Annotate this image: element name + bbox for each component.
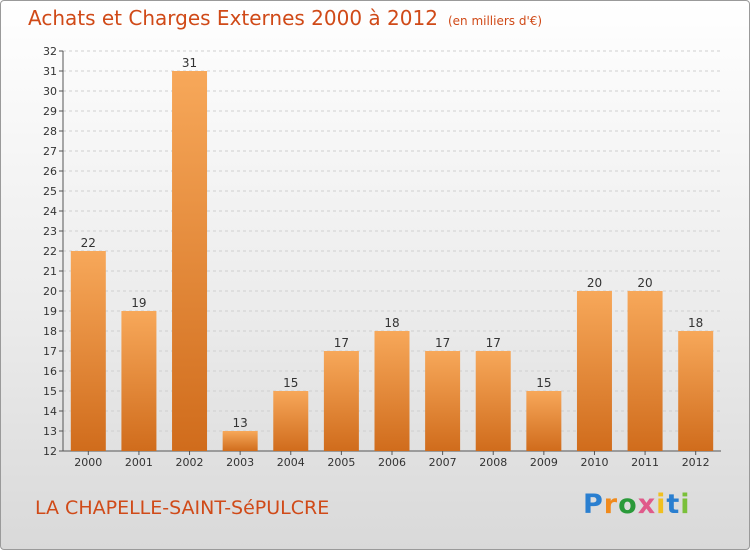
x-tick-label: 2005 [327,456,355,469]
unit-label: (en milliers d'€) [447,14,543,28]
data-label: 31 [182,56,197,70]
y-tick-label: 21 [43,265,57,278]
data-label: 20 [637,276,652,290]
bar [121,311,157,451]
data-label: 22 [81,236,96,250]
y-tick-label: 20 [43,285,57,298]
y-tick-label: 17 [43,345,57,358]
x-tick-label: 2007 [429,456,457,469]
y-tick-label: 22 [43,245,57,258]
town-name: LA CHAPELLE-SAINT-SéPULCRE [35,497,330,519]
y-tick-label: 31 [43,65,57,78]
data-label: 18 [384,316,399,330]
y-tick-label: 29 [43,105,57,118]
bar [273,391,309,451]
y-tick-label: 25 [43,185,57,198]
data-label: 20 [587,276,602,290]
x-tick-label: 2008 [479,456,507,469]
bar [172,71,208,451]
labels: 12 13 14 15 16 17 18 19 20 21 22 23 24 25 26 27 28 29 30 31… [43,45,710,469]
y-tick-label: 18 [43,325,57,338]
bar [678,331,714,451]
x-tick-label: 2010 [580,456,608,469]
bar [475,351,511,451]
y-tick-label: 24 [43,205,57,218]
x-tick-label: 2009 [530,456,558,469]
x-tick-label: 2004 [277,456,305,469]
x-tick-label: 2002 [176,456,204,469]
chart-title: Achats et Charges Externes 2000 à 2012 (e… [28,6,542,30]
data-label: 18 [688,316,703,330]
data-label: 13 [233,416,248,430]
bar [222,431,258,451]
x-tick-label: 2011 [631,456,659,469]
y-tick-label: 30 [43,85,57,98]
y-tick-label: 15 [43,385,57,398]
bar [70,251,106,451]
data-label: 15 [283,376,298,390]
data-label: 15 [536,376,551,390]
y-tick-label: 27 [43,145,57,158]
y-tick-label: 23 [43,225,57,238]
bar [425,351,461,451]
y-tick-label: 26 [43,165,57,178]
data-label: 17 [486,336,501,350]
x-tick-label: 2003 [226,456,254,469]
bar [627,291,663,451]
proxiti-logo: Proxiti [583,489,691,520]
y-tick-label: 32 [43,45,57,58]
data-label: 17 [435,336,450,350]
bars [70,71,714,451]
y-tick-label: 16 [43,365,57,378]
y-tick-label: 14 [43,405,57,418]
y-tick-label: 12 [43,445,57,458]
bar [323,351,359,451]
data-label: 19 [131,296,146,310]
x-tick-label: 2001 [125,456,153,469]
title-text: Achats et Charges Externes 2000 à 2012 [28,6,438,30]
x-tick-label: 2000 [74,456,102,469]
x-tick-label: 2006 [378,456,406,469]
bar [526,391,562,451]
y-tick-label: 28 [43,125,57,138]
x-tick-label: 2012 [682,456,710,469]
bar [374,331,410,451]
bar [576,291,612,451]
y-tick-label: 19 [43,305,57,318]
y-tick-label: 13 [43,425,57,438]
data-label: 17 [334,336,349,350]
